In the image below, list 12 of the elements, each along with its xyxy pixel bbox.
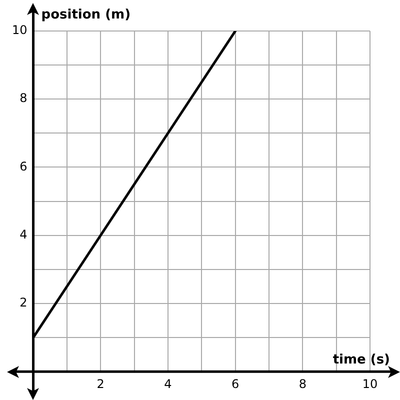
y-tick-label: 6 [20,159,28,174]
y-tick-label: 10 [12,23,28,38]
y-axis-title: position (m) [41,7,131,22]
x-tick-label: 10 [362,376,378,391]
y-tick-label: 8 [20,91,28,106]
x-axis-title: time (s) [332,352,390,368]
x-tick-label: 2 [96,376,104,391]
x-tick-label: 8 [298,376,306,391]
y-tick-label: 2 [20,296,28,310]
x-tick-label: 4 [164,376,172,391]
x-tick-label: 6 [231,376,240,391]
y-tick-label: 4 [20,227,28,242]
